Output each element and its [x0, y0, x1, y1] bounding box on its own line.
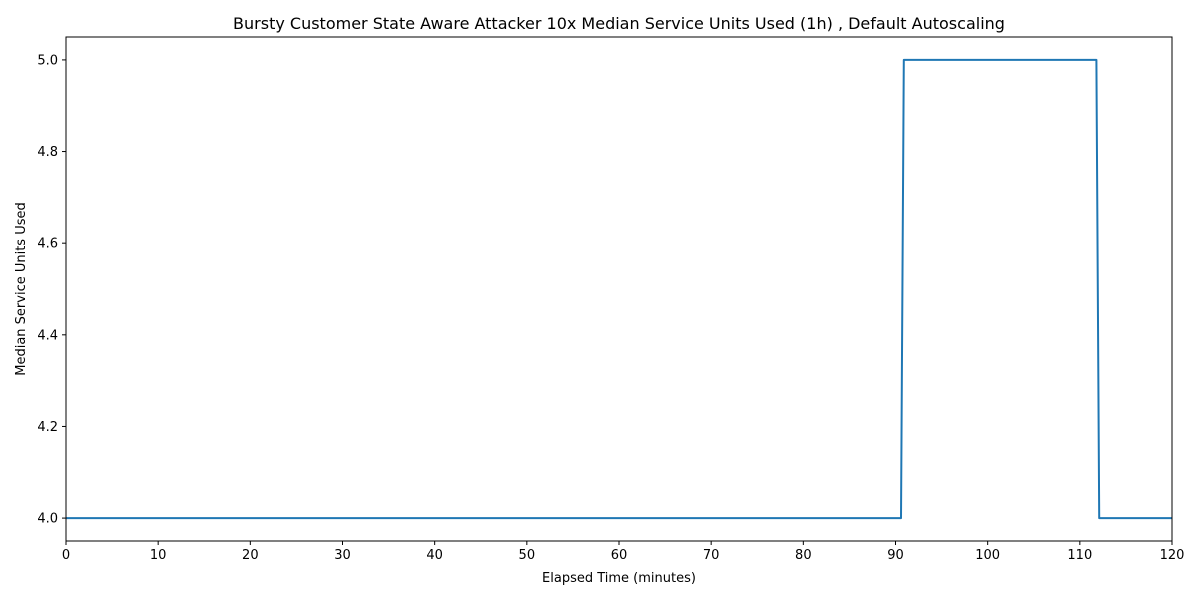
y-tick-label: 4.8 [37, 145, 58, 160]
x-tick-label: 80 [795, 548, 812, 563]
x-tick-label: 70 [703, 548, 720, 563]
x-tick-label: 10 [150, 548, 167, 563]
x-tick-label: 30 [334, 548, 351, 563]
y-tick-label: 4.2 [37, 420, 58, 435]
y-tick-label: 5.0 [37, 53, 58, 68]
x-tick-label: 50 [519, 548, 536, 563]
x-tick-label: 90 [887, 548, 904, 563]
chart-title: Bursty Customer State Aware Attacker 10x… [233, 14, 1005, 33]
y-tick-label: 4.4 [37, 328, 58, 343]
x-tick-label: 100 [975, 548, 1000, 563]
y-axis-label: Median Service Units Used [14, 202, 29, 376]
x-tick-label: 40 [426, 548, 443, 563]
x-axis-ticks: 0 10 20 30 40 50 60 70 80 90 100 110 120 [62, 541, 1185, 563]
x-tick-label: 120 [1160, 548, 1185, 563]
x-tick-label: 20 [242, 548, 259, 563]
x-axis-label: Elapsed Time (minutes) [542, 571, 696, 586]
x-tick-label: 110 [1067, 548, 1092, 563]
x-tick-label: 0 [62, 548, 70, 563]
y-tick-label: 4.0 [37, 512, 58, 527]
plot-frame [65, 36, 1173, 542]
plot-area [66, 58, 1172, 520]
y-axis-ticks: 4.0 4.2 4.4 4.6 4.8 5.0 [37, 53, 66, 527]
x-tick-label: 60 [611, 548, 628, 563]
series-line [66, 58, 1172, 520]
y-tick-label: 4.6 [37, 237, 58, 252]
